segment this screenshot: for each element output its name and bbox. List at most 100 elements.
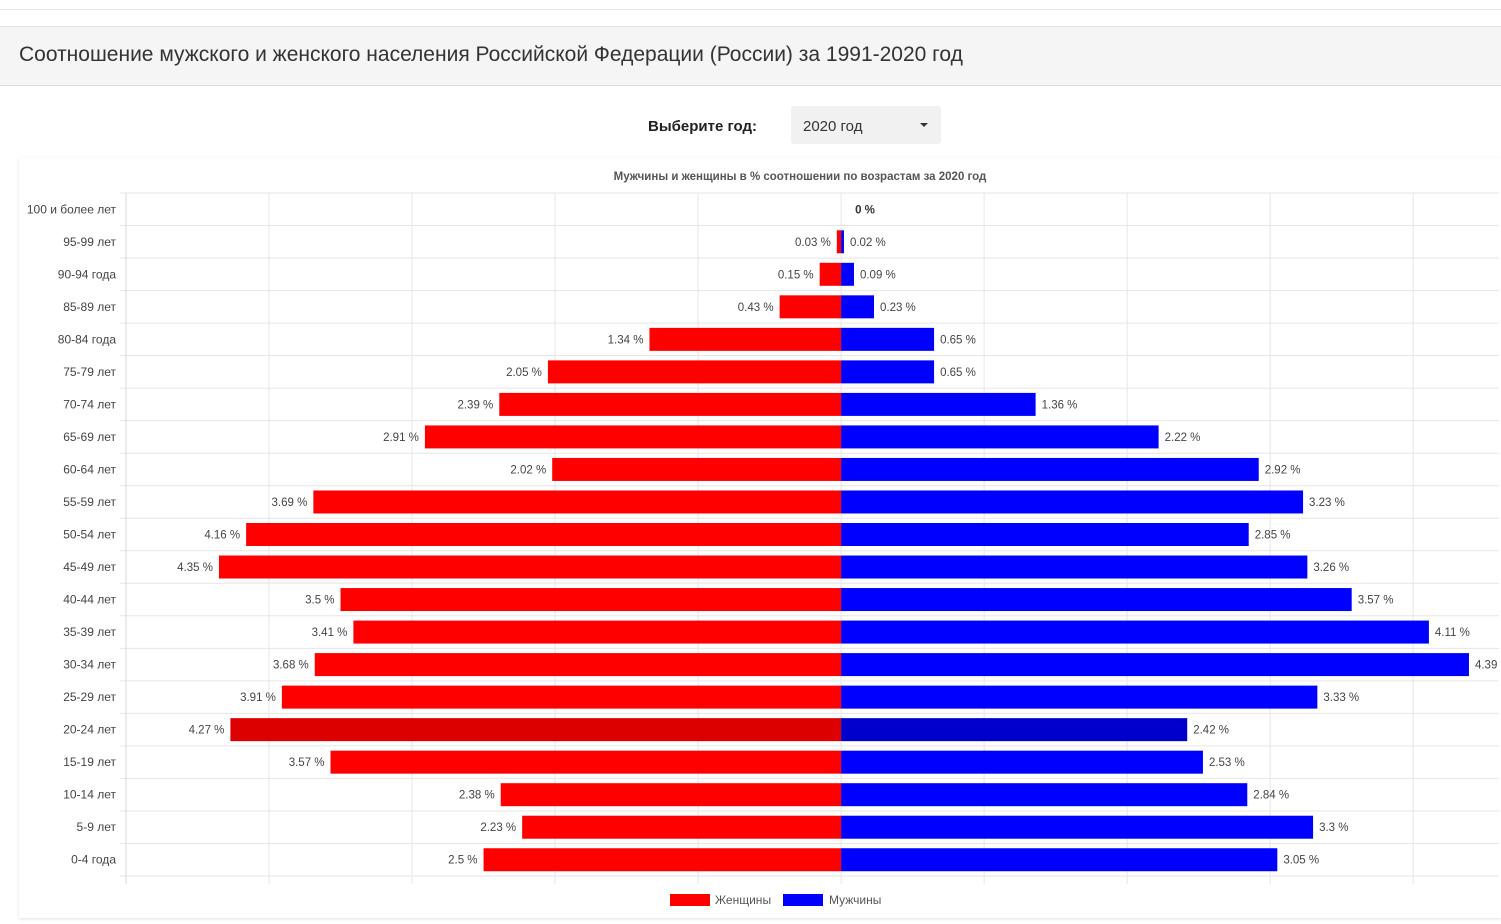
bar-men[interactable] [841, 392, 1036, 416]
data-label-men: 3.3 % [1319, 822, 1348, 834]
bar-men[interactable] [841, 588, 1352, 612]
data-label-zero: 0 % [855, 204, 875, 216]
data-label-men: 0.65 % [940, 367, 976, 379]
population-pyramid-chart: 100 и более лет 0 % 95-99 лет 0.03 % 0.02 % 9… [27, 171, 1501, 907]
data-label-men: 4.11 % [1435, 627, 1470, 639]
data-label-men: 4.39 % [1475, 660, 1501, 672]
bar-men[interactable] [841, 425, 1159, 449]
category-label: 30-34 лет [63, 658, 116, 672]
bar-women[interactable] [330, 750, 842, 774]
bar-men[interactable] [841, 327, 935, 351]
data-label-men: 2.85 % [1255, 530, 1291, 542]
category-label: 50-54 лет [63, 528, 116, 542]
bar-women[interactable] [819, 262, 842, 286]
bar-women[interactable] [353, 620, 842, 644]
category-label: 10-14 лет [63, 788, 116, 802]
legend-swatch-men[interactable] [783, 894, 823, 906]
data-label-women: 3.91 % [240, 692, 276, 704]
bar-women[interactable] [313, 490, 842, 514]
bar-women[interactable] [499, 392, 842, 416]
bar-men[interactable] [841, 620, 1429, 644]
year-select[interactable]: 2020 год [791, 106, 941, 144]
bar-women[interactable] [281, 685, 842, 709]
data-label-women: 0.03 % [795, 237, 831, 249]
category-label: 70-74 лет [63, 397, 116, 411]
data-label-men: 3.33 % [1323, 692, 1359, 704]
data-label-men: 0.65 % [940, 334, 976, 346]
bar-men[interactable] [841, 490, 1304, 514]
category-label: 25-29 лет [63, 690, 116, 704]
data-label-women: 2.91 % [383, 432, 419, 444]
chart-container: 100 и более лет 0 % 95-99 лет 0.03 % 0.02 % 9… [19, 158, 1501, 918]
data-label-men: 3.23 % [1309, 497, 1345, 509]
category-label: 0-4 года [71, 853, 116, 867]
bar-women[interactable] [230, 718, 842, 742]
data-label-women: 0.43 % [738, 302, 774, 314]
category-label: 90-94 года [58, 267, 117, 281]
category-label: 5-9 лет [77, 820, 117, 834]
data-label-men: 2.84 % [1253, 790, 1289, 802]
bar-women[interactable] [483, 848, 842, 872]
legend-swatch-women[interactable] [670, 894, 710, 906]
bar-women[interactable] [547, 360, 842, 384]
bar-men[interactable] [841, 653, 1469, 677]
bar-men[interactable] [841, 750, 1203, 774]
browser-top-strip [0, 0, 1501, 10]
bar-women[interactable] [340, 588, 842, 612]
bar-men[interactable] [841, 685, 1318, 709]
year-select-value: 2020 год [803, 118, 863, 135]
data-label-men: 3.05 % [1283, 855, 1319, 867]
bar-men[interactable] [841, 783, 1248, 807]
bar-women[interactable] [522, 815, 842, 839]
bar-men[interactable] [841, 848, 1278, 872]
bar-women[interactable] [836, 230, 842, 254]
bar-women[interactable] [649, 327, 842, 351]
label-layer: 100 и более лет 0 % 95-99 лет 0.03 % 0.02 % 9… [27, 202, 1501, 866]
bar-women[interactable] [218, 555, 842, 579]
category-label: 80-84 года [58, 332, 117, 346]
bar-women[interactable] [246, 523, 842, 546]
chart-legend: Женщины Мужчины [670, 893, 881, 907]
bar-men[interactable] [841, 360, 935, 384]
data-label-women: 0.15 % [778, 269, 814, 281]
data-label-men: 2.42 % [1193, 725, 1229, 737]
bar-men[interactable] [841, 523, 1249, 546]
data-label-women: 3.68 % [273, 660, 309, 672]
data-label-men: 1.36 % [1042, 399, 1078, 411]
bar-men[interactable] [841, 718, 1188, 742]
bar-women[interactable] [424, 425, 842, 449]
bar-men[interactable] [841, 230, 844, 254]
bar-men[interactable] [841, 262, 854, 286]
data-label-women: 3.41 % [312, 627, 348, 639]
bar-men[interactable] [841, 815, 1314, 839]
year-selector-row: Выберите год: 2020 год [0, 106, 1501, 144]
bar-women[interactable] [314, 653, 842, 677]
category-label: 85-89 лет [63, 300, 116, 314]
bar-women[interactable] [500, 783, 842, 807]
data-label-women: 2.23 % [480, 822, 516, 834]
category-label: 45-49 лет [63, 560, 116, 574]
data-label-women: 2.39 % [457, 399, 493, 411]
legend-label-women[interactable]: Женщины [715, 893, 771, 907]
category-label: 40-44 лет [63, 593, 116, 607]
category-label: 60-64 лет [63, 462, 116, 476]
category-label: 100 и более лет [27, 202, 117, 216]
data-label-women: 2.02 % [510, 464, 546, 476]
page-title: Соотношение мужского и женского населени… [19, 43, 963, 66]
data-label-men: 2.53 % [1209, 757, 1245, 769]
bar-men[interactable] [841, 555, 1308, 579]
year-selector-label: Выберите год: [648, 118, 758, 135]
category-label: 55-59 лет [63, 495, 116, 509]
data-label-men: 3.57 % [1358, 595, 1394, 607]
bar-women[interactable] [552, 457, 842, 481]
chevron-down-icon [920, 123, 928, 127]
bar-women[interactable] [779, 295, 842, 319]
category-label: 20-24 лет [63, 723, 116, 737]
category-label: 35-39 лет [63, 625, 116, 639]
legend-label-men[interactable]: Мужчины [829, 893, 881, 907]
bar-men[interactable] [841, 295, 874, 319]
chart-title: Мужчины и женщины в % соотношении по воз… [614, 171, 987, 183]
data-label-men: 3.26 % [1313, 562, 1349, 574]
data-label-women: 1.34 % [608, 334, 644, 346]
bar-men[interactable] [841, 457, 1259, 481]
